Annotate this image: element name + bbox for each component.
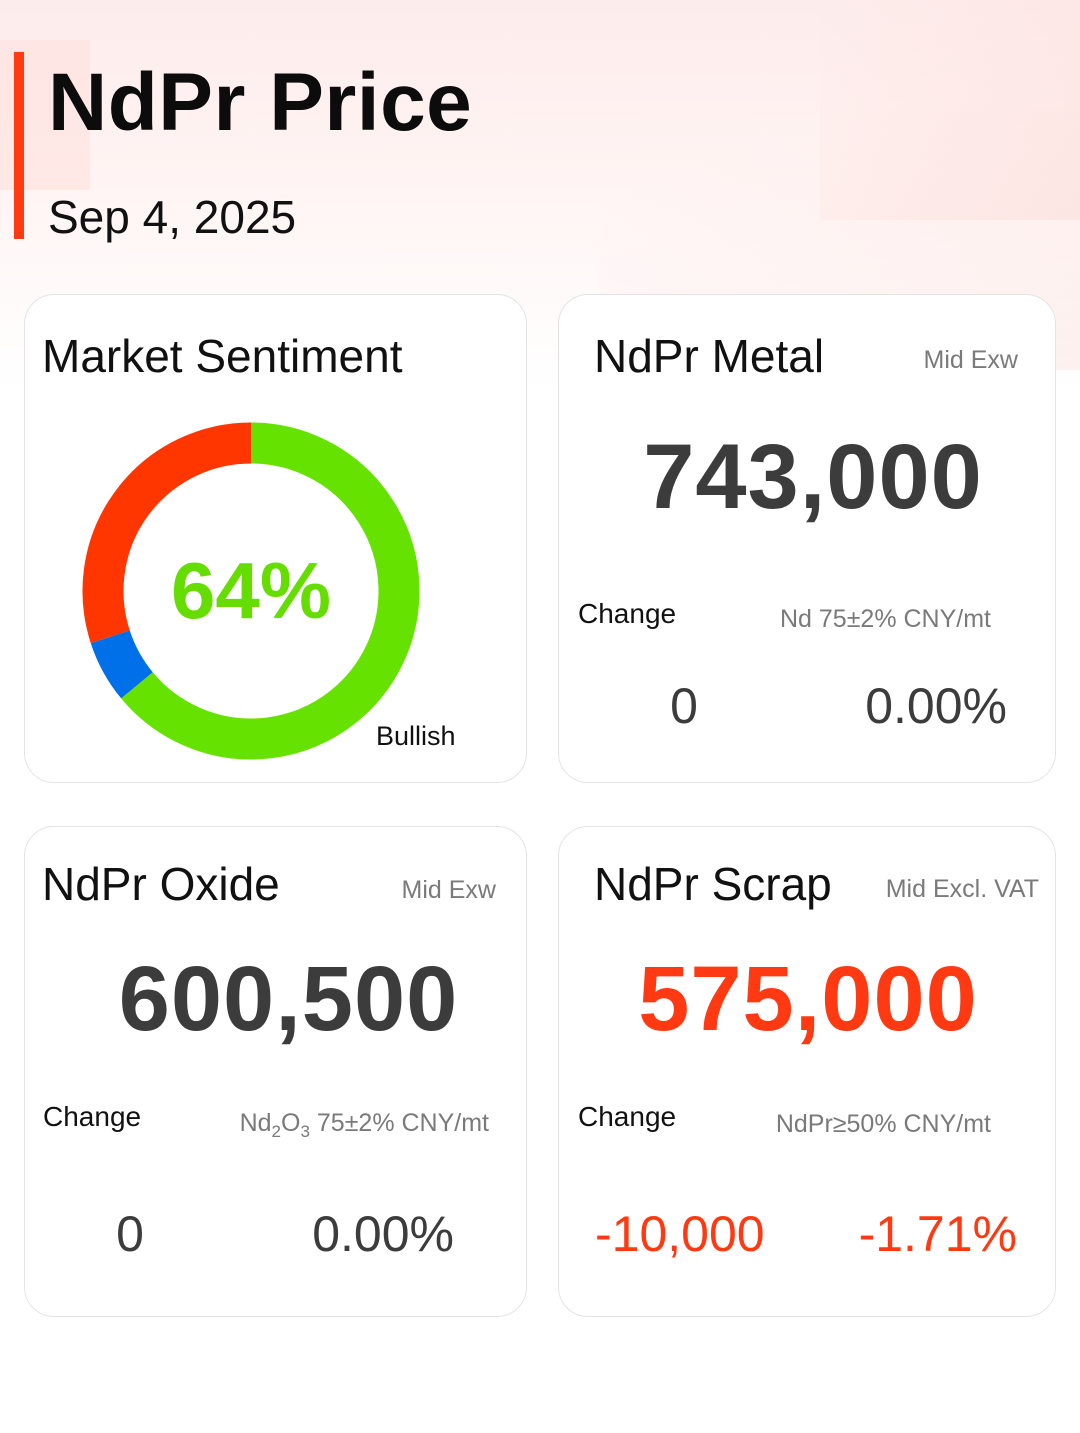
- scrap-change-pct: -1.71%: [858, 1206, 1017, 1262]
- oxide-spec-mid: O: [281, 1109, 301, 1137]
- scrap-change-label: Change: [578, 1101, 677, 1132]
- oxide-spec-sub1: 2: [271, 1122, 282, 1141]
- oxide-title: NdPr Oxide: [42, 858, 280, 910]
- oxide-change-abs: 0: [116, 1206, 144, 1262]
- scrap-spec: NdPr≥50% CNY/mt: [775, 1110, 991, 1138]
- metal-price-tag: Mid Exw: [923, 346, 1018, 374]
- sentiment-percent: 64%: [170, 546, 332, 635]
- oxide-spec-suffix: 75±2% CNY/mt: [309, 1109, 489, 1137]
- sentiment-title: Market Sentiment: [42, 330, 403, 382]
- metal-change-pct: 0.00%: [865, 678, 1007, 734]
- sentiment-donut-chart: [82, 422, 420, 760]
- ndpr-scrap-card: NdPr Scrap Mid Excl. VAT 575,000 Change …: [558, 826, 1056, 1317]
- ndpr-oxide-card: NdPr Oxide Mid Exw 600,500 Change Nd2O3 …: [24, 826, 527, 1317]
- metal-price: 743,000: [643, 426, 983, 528]
- oxide-change-label: Change: [43, 1101, 142, 1132]
- scrap-change-abs: -10,000: [595, 1206, 765, 1262]
- page-title: NdPr Price: [48, 57, 473, 148]
- ndpr-metal-card: NdPr Metal Mid Exw 743,000 Change Nd 75±…: [558, 294, 1056, 783]
- metal-change-label: Change: [578, 598, 677, 629]
- donut-slice-bullish: [121, 422, 420, 760]
- scrap-title: NdPr Scrap: [594, 858, 832, 910]
- scrap-price: 575,000: [638, 948, 978, 1050]
- oxide-spec: Nd2O3 75±2% CNY/mt: [240, 1109, 489, 1142]
- oxide-spec-prefix: Nd: [239, 1109, 272, 1137]
- oxide-change-pct: 0.00%: [312, 1206, 454, 1262]
- scrap-price-tag: Mid Excl. VAT: [885, 875, 1039, 903]
- oxide-price: 600,500: [118, 948, 459, 1050]
- metal-change-abs: 0: [670, 678, 698, 734]
- oxide-spec-sub2: 3: [300, 1122, 310, 1141]
- donut-slice-bearish: [82, 422, 252, 644]
- sentiment-label: Bullish: [376, 721, 456, 751]
- decorative-shape: [820, 0, 1080, 220]
- market-sentiment-card: Market Sentiment 64% Bullish: [24, 294, 527, 783]
- page-date: Sep 4, 2025: [48, 191, 297, 243]
- oxide-price-tag: Mid Exw: [401, 876, 496, 904]
- metal-title: NdPr Metal: [594, 330, 825, 382]
- metal-spec: Nd 75±2% CNY/mt: [779, 605, 991, 633]
- donut-slice-neutral: [90, 629, 154, 699]
- title-accent-bar: [14, 52, 24, 239]
